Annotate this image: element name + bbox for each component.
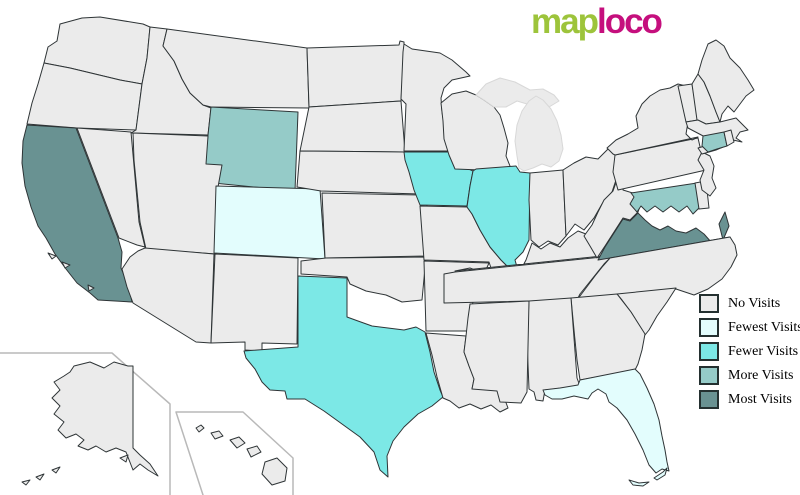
state-colorado: [213, 185, 326, 260]
state-nevada: [76, 127, 146, 248]
state-north-carolina: [576, 236, 738, 301]
state-ohio: [562, 147, 619, 237]
legend-swatch-fewest: [699, 318, 719, 337]
legend-label-most: Most Visits: [728, 391, 792, 407]
legend-label-fewest: Fewest Visits: [728, 319, 800, 335]
state-florida: [542, 368, 670, 474]
state-hawaii-island: [195, 424, 205, 433]
state-north-dakota: [306, 40, 405, 108]
state-arizona: [121, 247, 215, 344]
state-south-dakota: [299, 100, 406, 153]
state-kansas: [321, 192, 428, 259]
state-florida-keys: [653, 467, 668, 481]
state-virginia-eastern-shore: [718, 211, 730, 241]
state-florida-keys: [628, 479, 650, 487]
state-new-mexico: [210, 253, 299, 352]
channel-islands: [61, 261, 71, 269]
state-maine: [697, 39, 755, 123]
state-indiana: [528, 169, 567, 248]
state-mississippi: [463, 300, 530, 404]
state-michigan: [514, 95, 564, 172]
legend-label-none: No Visits: [728, 295, 781, 311]
legend-label-more: More Visits: [728, 367, 794, 383]
state-alabama: [526, 297, 581, 402]
state-oklahoma: [300, 256, 427, 303]
state-maryland: [629, 182, 700, 215]
alaska-inset-box: [0, 352, 171, 495]
logo-map-text: map: [531, 2, 599, 41]
aleutian-island: [51, 466, 61, 474]
state-nebraska: [296, 150, 421, 195]
state-texas: [243, 275, 444, 478]
state-connecticut: [701, 131, 728, 153]
kodiak-island: [119, 454, 129, 463]
legend-swatch-more: [699, 366, 719, 385]
state-hawaii-island: [246, 445, 262, 458]
state-hawaii-island: [229, 436, 246, 449]
state-georgia: [570, 293, 646, 381]
state-new-jersey: [697, 151, 717, 197]
channel-islands: [87, 284, 95, 292]
state-hawaii-island: [261, 457, 288, 486]
aleutian-island: [21, 479, 31, 486]
aleutian-island: [35, 473, 45, 481]
state-hawaii-island: [210, 430, 224, 440]
hawaii-inset-box: [175, 411, 294, 495]
state-wisconsin: [440, 90, 511, 172]
state-california: [21, 124, 133, 303]
legend-swatch-fewer: [699, 342, 719, 361]
channel-islands: [47, 252, 57, 260]
legend-label-fewer: Fewer Visits: [728, 343, 799, 359]
maploco-logo: maploco: [531, 2, 663, 41]
state-rhode-island: [723, 129, 735, 147]
legend-swatch-most: [699, 390, 719, 409]
state-alaska: [51, 361, 159, 477]
legend-row-fewer: Fewer Visits: [699, 342, 800, 361]
logo-loco-text: loco: [596, 2, 663, 41]
legend-row-none: No Visits: [699, 294, 800, 313]
legend-row-fewest: Fewest Visits: [699, 318, 800, 337]
visits-legend: No Visits Fewest Visits Fewer Visits More V…: [699, 294, 800, 415]
legend-row-most: Most Visits: [699, 390, 800, 409]
legend-row-more: More Visits: [699, 366, 800, 385]
state-new-york: [606, 83, 699, 156]
legend-swatch-none: [699, 294, 719, 313]
